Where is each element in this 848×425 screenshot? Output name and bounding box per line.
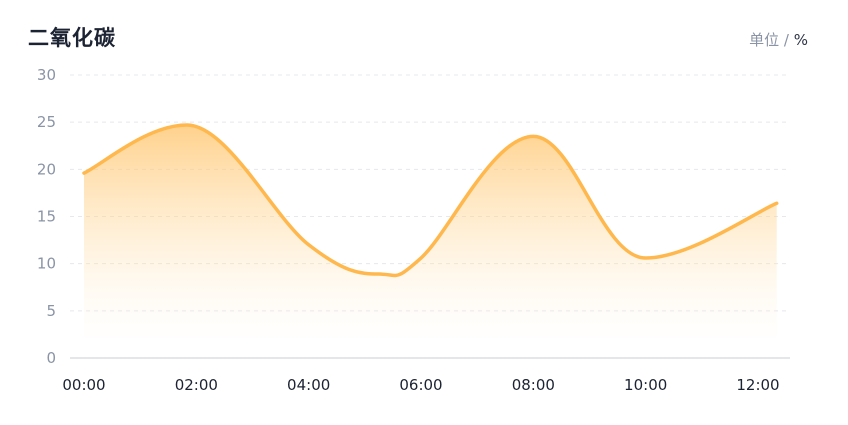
y-axis-ticks: 0 5 10 15 20 25 30 (37, 66, 56, 367)
y-tick-label: 20 (37, 160, 56, 178)
chart-title: 二氧化碳 (28, 26, 116, 50)
series-area (84, 124, 777, 338)
area-fill-layer (84, 124, 777, 338)
x-tick-label: 08:00 (512, 376, 555, 394)
y-tick-label: 10 (37, 255, 56, 273)
x-axis-ticks: 00:00 02:00 04:00 06:00 08:00 10:00 12:00 (62, 376, 779, 394)
y-tick-label: 30 (37, 66, 56, 84)
series-line (82, 123, 779, 278)
x-tick-label: 02:00 (175, 376, 218, 394)
y-tick-label: 15 (37, 208, 56, 226)
y-tick-label: 25 (37, 113, 56, 131)
x-tick-label: 00:00 (62, 376, 105, 394)
y-tick-label: 5 (46, 302, 56, 320)
x-tick-label: 04:00 (287, 376, 330, 394)
unit-symbol: % (793, 31, 808, 49)
x-tick-label: 06:00 (399, 376, 442, 394)
unit-label: 单位 / % (749, 29, 808, 50)
series-line-layer (82, 123, 779, 278)
x-tick-label: 12:00 (736, 376, 779, 394)
x-tick-label: 10:00 (624, 376, 667, 394)
unit-text: 单位 (749, 31, 780, 49)
y-tick-label: 0 (46, 349, 56, 367)
unit-separator: / (783, 31, 789, 49)
